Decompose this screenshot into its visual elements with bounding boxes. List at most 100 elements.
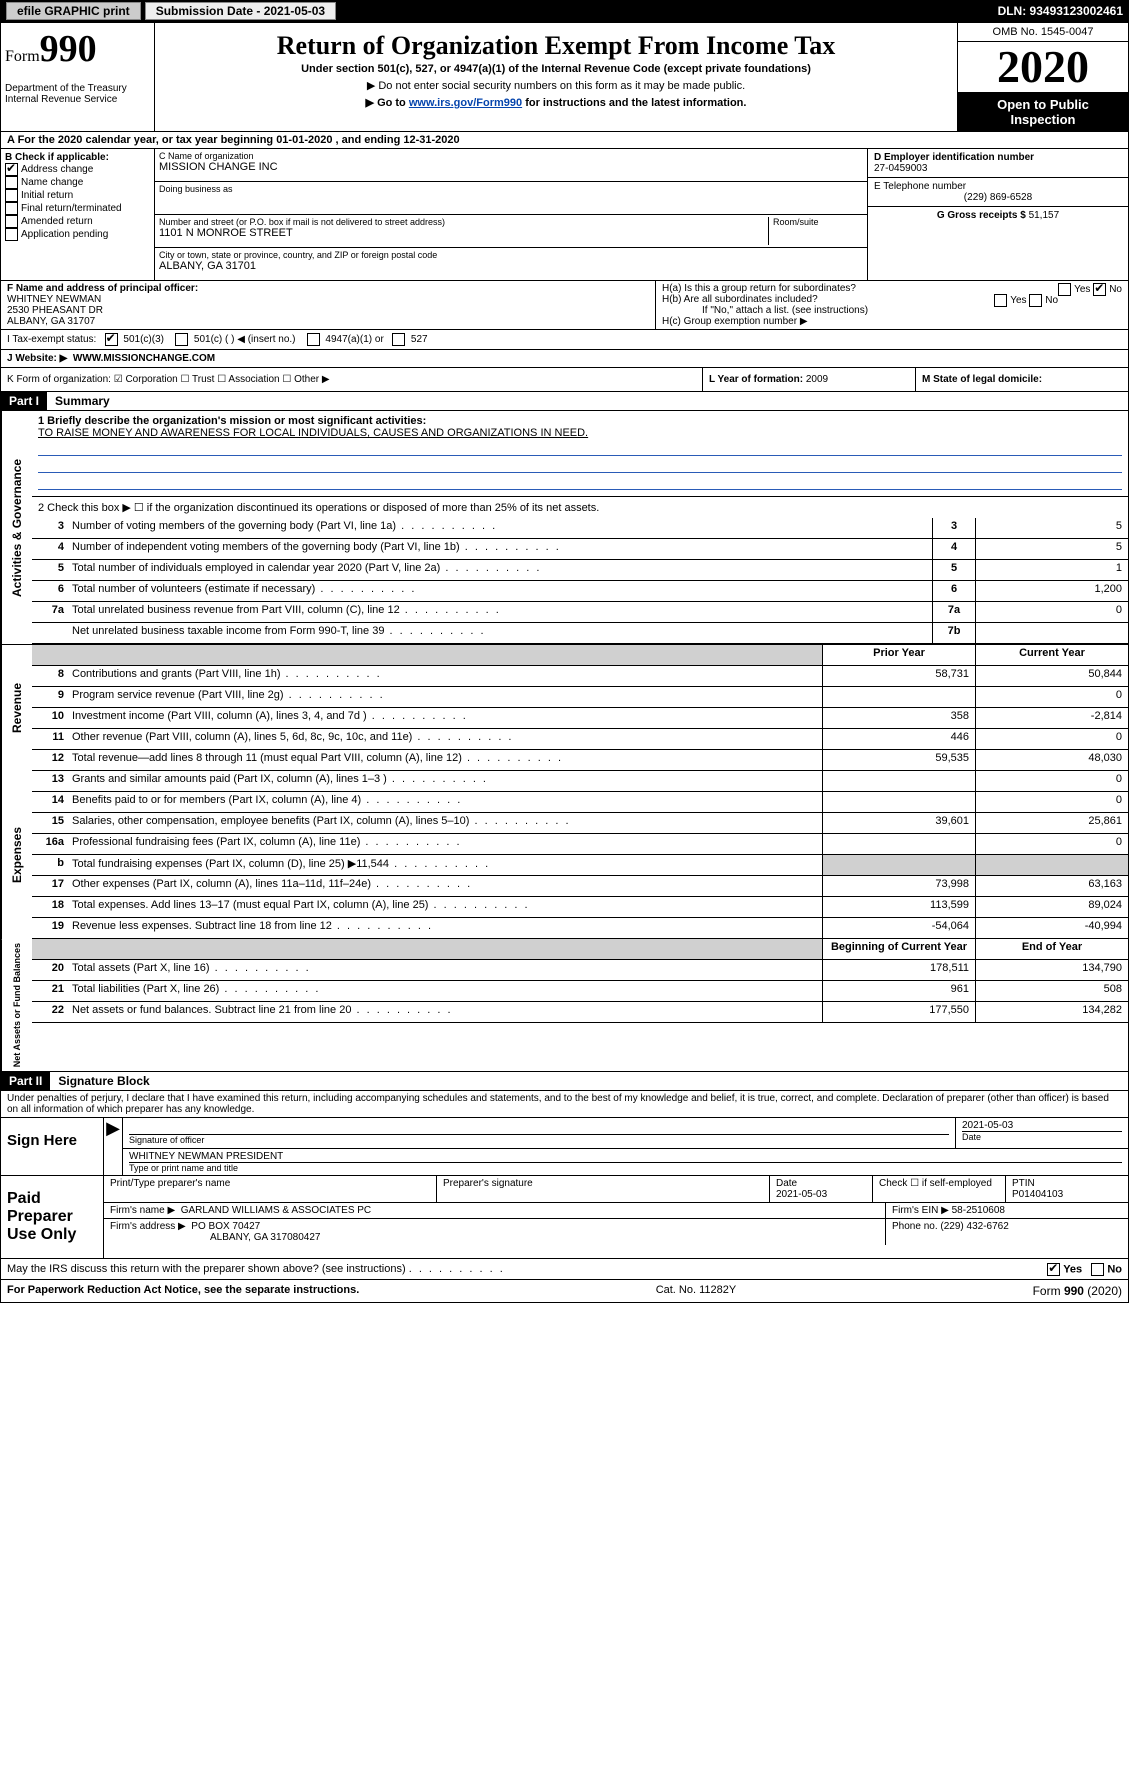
line-fh: F Name and address of principal officer:… bbox=[0, 281, 1129, 330]
website-value: WWW.MISSIONCHANGE.COM bbox=[73, 353, 215, 364]
discuss-no-check[interactable] bbox=[1091, 1263, 1104, 1276]
table-row: 18Total expenses. Add lines 13–17 (must … bbox=[32, 897, 1128, 918]
form-header: Form990 Department of the Treasury Inter… bbox=[0, 22, 1129, 132]
firm-addr2: ALBANY, GA 317080427 bbox=[110, 1232, 320, 1243]
line-klm: K Form of organization: ☑ Corporation ☐ … bbox=[0, 368, 1129, 392]
table-row: 5Total number of individuals employed in… bbox=[32, 560, 1128, 581]
box-b: B Check if applicable: Address change Na… bbox=[1, 149, 155, 280]
ptin-label: PTIN bbox=[1012, 1178, 1035, 1189]
city-value: ALBANY, GA 31701 bbox=[159, 260, 863, 272]
top-bar: efile GRAPHIC print Submission Date - 20… bbox=[0, 0, 1129, 22]
line-l-val: 2009 bbox=[806, 374, 828, 385]
table-row: 3Number of voting members of the governi… bbox=[32, 518, 1128, 539]
name-title-label: Type or print name and title bbox=[129, 1162, 1122, 1173]
tax-year: 2020 bbox=[958, 42, 1128, 93]
table-row: Net unrelated business taxable income fr… bbox=[32, 623, 1128, 644]
sign-here-label: Sign Here bbox=[1, 1118, 104, 1175]
col-end: End of Year bbox=[975, 939, 1128, 959]
line-i: I Tax-exempt status: 501(c)(3) 501(c) ( … bbox=[0, 330, 1129, 350]
paid-preparer-label: Paid Preparer Use Only bbox=[1, 1176, 104, 1258]
submission-date-button[interactable]: Submission Date - 2021-05-03 bbox=[145, 2, 336, 20]
officer-addr1: 2530 PHEASANT DR bbox=[7, 305, 103, 316]
chk-app-pending[interactable]: Application pending bbox=[5, 228, 150, 241]
perjury-text: Under penalties of perjury, I declare th… bbox=[1, 1091, 1128, 1117]
col-beginning: Beginning of Current Year bbox=[822, 939, 975, 959]
org-name: MISSION CHANGE INC bbox=[159, 161, 863, 173]
sig-date-label: Date bbox=[962, 1131, 1122, 1142]
firm-addr-label: Firm's address ▶ bbox=[110, 1221, 186, 1232]
ptin-val: P01404103 bbox=[1012, 1189, 1063, 1200]
table-row: 20Total assets (Part X, line 16)178,5111… bbox=[32, 960, 1128, 981]
line-k: K Form of organization: ☑ Corporation ☐ … bbox=[1, 368, 703, 391]
side-label-net: Net Assets or Fund Balances bbox=[1, 939, 32, 1071]
omb-number: OMB No. 1545-0047 bbox=[958, 23, 1128, 42]
box-c: C Name of organization MISSION CHANGE IN… bbox=[155, 149, 868, 280]
chk-final-return[interactable]: Final return/terminated bbox=[5, 202, 150, 215]
officer-name: WHITNEY NEWMAN bbox=[7, 294, 101, 305]
addr-value: 1101 N MONROE STREET bbox=[159, 227, 768, 239]
firm-name-label: Firm's name ▶ bbox=[110, 1205, 175, 1216]
table-row: 15Salaries, other compensation, employee… bbox=[32, 813, 1128, 834]
table-row: 21Total liabilities (Part X, line 26)961… bbox=[32, 981, 1128, 1002]
line-l-label: L Year of formation: bbox=[709, 374, 803, 385]
irs-link[interactable]: www.irs.gov/Form990 bbox=[409, 97, 522, 109]
department-text: Department of the Treasury Internal Reve… bbox=[5, 83, 150, 105]
part2-header-row: Part II Signature Block bbox=[0, 1072, 1129, 1091]
dln-text: DLN: 93493123002461 bbox=[998, 4, 1123, 18]
efile-button[interactable]: efile GRAPHIC print bbox=[6, 2, 141, 20]
part1-badge: Part I bbox=[1, 392, 47, 410]
part2-title: Signature Block bbox=[50, 1072, 157, 1090]
section-net-assets: Net Assets or Fund Balances Beginning of… bbox=[0, 939, 1129, 1072]
line-j: J Website: ▶ WWW.MISSIONCHANGE.COM bbox=[0, 350, 1129, 368]
phone-value: (229) 869-6528 bbox=[874, 192, 1122, 203]
firm-ein-val: 58-2510608 bbox=[952, 1205, 1005, 1216]
form-label: Form990 bbox=[5, 27, 150, 71]
sig-officer-label: Signature of officer bbox=[129, 1134, 949, 1145]
open-public-badge: Open to PublicInspection bbox=[958, 93, 1128, 131]
discuss-yes-check[interactable] bbox=[1047, 1263, 1060, 1276]
ha-label: H(a) Is this a group return for subordin… bbox=[662, 283, 856, 294]
q2-text: 2 Check this box ▶ ☐ if the organization… bbox=[32, 497, 1128, 518]
ein-label: D Employer identification number bbox=[874, 152, 1122, 163]
box-b-label: B Check if applicable: bbox=[5, 152, 150, 163]
chk-name-change[interactable]: Name change bbox=[5, 176, 150, 189]
table-row: 16aProfessional fundraising fees (Part I… bbox=[32, 834, 1128, 855]
firm-name-val: GARLAND WILLIAMS & ASSOCIATES PC bbox=[181, 1205, 371, 1216]
officer-name-title: WHITNEY NEWMAN PRESIDENT bbox=[129, 1151, 1122, 1162]
col-current-year: Current Year bbox=[975, 645, 1128, 665]
gross-value: 51,157 bbox=[1029, 210, 1060, 221]
table-row: 19Revenue less expenses. Subtract line 1… bbox=[32, 918, 1128, 939]
section-governance: Activities & Governance 1 Briefly descri… bbox=[0, 411, 1129, 644]
col-prior-year: Prior Year bbox=[822, 645, 975, 665]
block-bcdeg: B Check if applicable: Address change Na… bbox=[0, 149, 1129, 281]
city-label: City or town, state or province, country… bbox=[159, 250, 863, 260]
chk-initial-return[interactable]: Initial return bbox=[5, 189, 150, 202]
firm-phone-val: (229) 432-6762 bbox=[940, 1221, 1008, 1232]
part1-header-row: Part I Summary bbox=[0, 392, 1129, 411]
ein-value: 27-0459003 bbox=[874, 163, 1122, 174]
page-footer: For Paperwork Reduction Act Notice, see … bbox=[0, 1280, 1129, 1303]
chk-address-change[interactable]: Address change bbox=[5, 163, 150, 176]
firm-ein-label: Firm's EIN ▶ bbox=[892, 1205, 949, 1216]
footer-right: Form 990 (2020) bbox=[1033, 1284, 1122, 1298]
prep-date-val: 2021-05-03 bbox=[776, 1189, 827, 1200]
table-row: 17Other expenses (Part IX, column (A), l… bbox=[32, 876, 1128, 897]
form-title: Return of Organization Exempt From Incom… bbox=[159, 31, 953, 61]
self-employed-check[interactable]: Check ☐ if self-employed bbox=[873, 1176, 1006, 1202]
hc-label: H(c) Group exemption number ▶ bbox=[662, 316, 1122, 327]
prep-date-label: Date bbox=[776, 1178, 797, 1189]
prep-sig-label: Preparer's signature bbox=[437, 1176, 770, 1202]
part1-title: Summary bbox=[47, 392, 118, 410]
section-revenue: Revenue Prior Year Current Year 8Contrib… bbox=[0, 644, 1129, 771]
q1-value: TO RAISE MONEY AND AWARENESS FOR LOCAL I… bbox=[38, 427, 588, 439]
subtitle-2: ▶ Do not enter social security numbers o… bbox=[159, 79, 953, 92]
org-name-label: C Name of organization bbox=[159, 151, 863, 161]
phone-label: E Telephone number bbox=[874, 181, 1122, 192]
addr-label: Number and street (or P.O. box if mail i… bbox=[159, 217, 768, 227]
dba-label: Doing business as bbox=[159, 184, 863, 194]
box-f-label: F Name and address of principal officer: bbox=[7, 283, 198, 294]
chk-amended[interactable]: Amended return bbox=[5, 215, 150, 228]
prep-name-label: Print/Type preparer's name bbox=[104, 1176, 437, 1202]
side-label-governance: Activities & Governance bbox=[1, 411, 32, 644]
table-row: 11Other revenue (Part VIII, column (A), … bbox=[32, 729, 1128, 750]
